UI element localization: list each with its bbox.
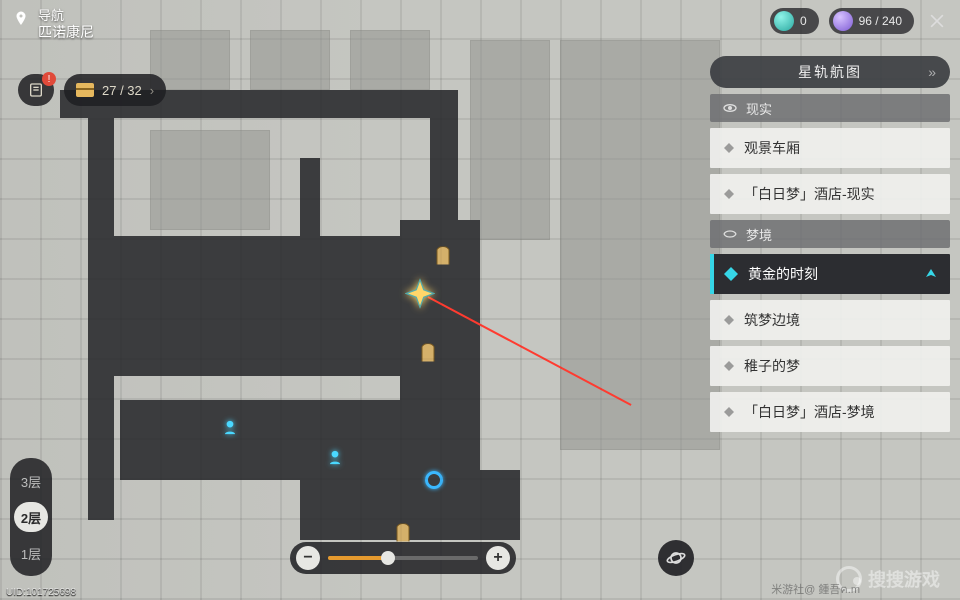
floor-2-button[interactable]: 2层 xyxy=(14,502,48,532)
anchor-icon xyxy=(724,267,738,281)
building-block xyxy=(560,40,720,450)
location-panel: 星轨航图 » 现实 观景车厢 「白日梦」酒店-现实 梦境 黄金的时刻 筑梦边境 … xyxy=(710,56,950,578)
floor-1-button[interactable]: 1层 xyxy=(14,538,48,568)
door-marker[interactable] xyxy=(420,344,436,367)
zoom-knob[interactable] xyxy=(381,551,395,565)
location-label: 稚子的梦 xyxy=(744,356,800,376)
floor-selector: 3层 2层 1层 xyxy=(10,458,52,576)
alert-badge: ! xyxy=(42,72,56,86)
mission-log-button[interactable]: ! xyxy=(18,74,54,106)
player-marker[interactable] xyxy=(405,279,435,314)
anchor-icon xyxy=(724,143,734,153)
floor-3-button[interactable]: 3层 xyxy=(14,466,48,496)
anchor-icon xyxy=(724,407,734,417)
uid-label: UID:101725698 xyxy=(6,587,76,598)
floor-shape xyxy=(88,90,114,520)
panel-title: 星轨航图 xyxy=(798,62,862,82)
anchor-icon xyxy=(724,315,734,325)
currency-b-pill[interactable]: 96 / 240 xyxy=(829,8,914,34)
teleport-arrow-icon xyxy=(924,267,938,281)
door-marker[interactable] xyxy=(435,247,451,270)
location-label: 观景车厢 xyxy=(744,138,800,158)
zoom-in-button[interactable]: + xyxy=(486,546,510,570)
category-dream[interactable]: 梦境 xyxy=(710,220,950,248)
currency-a-pill[interactable]: 0 xyxy=(770,8,819,34)
floor-shape xyxy=(400,220,480,470)
dream-icon xyxy=(722,226,738,242)
npc-marker[interactable] xyxy=(220,418,240,443)
zoom-slider[interactable] xyxy=(328,556,478,560)
location-item-selected[interactable]: 黄金的时刻 xyxy=(710,254,950,294)
target-line xyxy=(428,296,632,406)
chevron-right-icon: › xyxy=(150,83,154,98)
eye-icon xyxy=(722,100,738,116)
location-item[interactable]: 「白日梦」酒店-梦境 xyxy=(710,392,950,432)
category-reality[interactable]: 现实 xyxy=(710,94,950,122)
floor-shape xyxy=(300,470,520,540)
trailblaze-power-icon xyxy=(833,11,853,31)
watermark-text: 搜搜游戏 xyxy=(868,566,940,592)
teleport-marker[interactable] xyxy=(425,471,443,489)
region-nav[interactable]: 导航 匹诺康尼 xyxy=(12,8,94,40)
floor-shape xyxy=(300,158,320,238)
location-item[interactable]: 稚子的梦 xyxy=(710,346,950,386)
chest-counter-button[interactable]: 27 / 32 › xyxy=(64,74,166,106)
floor-shape xyxy=(120,400,460,480)
panel-header[interactable]: 星轨航图 » xyxy=(710,56,950,88)
npc-marker[interactable] xyxy=(325,448,345,473)
currency-a-value: 0 xyxy=(800,14,807,28)
close-button[interactable] xyxy=(924,8,950,34)
zoom-fill xyxy=(328,556,388,560)
building-block xyxy=(470,40,550,240)
building-block xyxy=(350,30,430,90)
oneiric-shard-icon xyxy=(774,11,794,31)
category-label: 现实 xyxy=(746,99,772,118)
floor-shape xyxy=(88,236,458,376)
anchor-icon xyxy=(724,361,734,371)
pin-icon xyxy=(12,10,30,28)
building-block xyxy=(150,130,270,230)
location-item[interactable]: 筑梦边境 xyxy=(710,300,950,340)
world-view-button[interactable] xyxy=(658,540,694,576)
building-block xyxy=(130,280,410,360)
location-label: 「白日梦」酒店-梦境 xyxy=(744,402,875,422)
anchor-icon xyxy=(724,189,734,199)
region-name: 匹诺康尼 xyxy=(38,24,94,40)
location-item[interactable]: 观景车厢 xyxy=(710,128,950,168)
location-item[interactable]: 「白日梦」酒店-现实 xyxy=(710,174,950,214)
nav-label: 导航 xyxy=(38,8,94,24)
floor-shape xyxy=(430,90,458,260)
currency-b-value: 96 / 240 xyxy=(859,14,902,28)
watermark-secondary: 米游社@ 鍾吾ฅ.m xyxy=(771,580,860,598)
location-label: 「白日梦」酒店-现实 xyxy=(744,184,875,204)
category-label: 梦境 xyxy=(746,225,772,244)
chest-icon xyxy=(76,83,94,97)
location-label: 黄金的时刻 xyxy=(748,264,818,284)
chevron-right-icon: » xyxy=(928,64,938,80)
chest-count: 27 / 32 xyxy=(102,83,142,98)
building-block xyxy=(250,30,330,90)
location-label: 筑梦边境 xyxy=(744,310,800,330)
zoom-out-button[interactable]: − xyxy=(296,546,320,570)
zoom-control: − + xyxy=(290,542,516,574)
